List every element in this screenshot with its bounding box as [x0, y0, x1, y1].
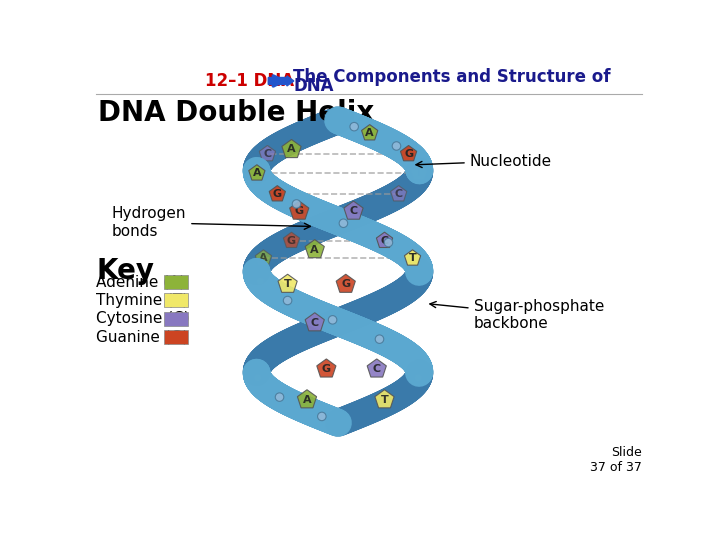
Circle shape	[413, 259, 419, 265]
Polygon shape	[336, 274, 356, 292]
Text: A: A	[302, 395, 311, 405]
Circle shape	[275, 393, 284, 401]
Polygon shape	[390, 186, 407, 201]
Circle shape	[318, 412, 326, 421]
FancyBboxPatch shape	[164, 330, 188, 345]
Circle shape	[392, 141, 401, 150]
Text: Guanine (G): Guanine (G)	[96, 330, 189, 345]
Polygon shape	[269, 186, 285, 201]
Circle shape	[408, 355, 415, 362]
Polygon shape	[411, 165, 427, 180]
Text: G: G	[287, 235, 296, 246]
Polygon shape	[297, 390, 317, 408]
Text: A: A	[253, 168, 261, 178]
Polygon shape	[377, 232, 392, 247]
Circle shape	[257, 278, 264, 285]
FancyBboxPatch shape	[164, 294, 188, 307]
Polygon shape	[375, 390, 394, 408]
Circle shape	[254, 374, 261, 381]
Circle shape	[384, 238, 392, 247]
Circle shape	[375, 335, 384, 343]
Circle shape	[254, 162, 261, 169]
Text: DNA Double Helix: DNA Double Helix	[98, 99, 374, 127]
Circle shape	[292, 200, 301, 208]
Text: G: G	[404, 149, 413, 159]
FancyArrow shape	[269, 76, 294, 86]
Text: C: C	[380, 235, 389, 246]
Text: A: A	[259, 253, 268, 264]
Polygon shape	[259, 145, 276, 161]
Text: T: T	[284, 279, 292, 289]
Text: T: T	[381, 395, 388, 405]
Polygon shape	[284, 232, 300, 247]
Polygon shape	[317, 359, 336, 377]
Circle shape	[261, 181, 268, 188]
FancyBboxPatch shape	[164, 275, 188, 289]
Text: The Components and Structure of: The Components and Structure of	[293, 68, 611, 86]
Text: Adenine (A): Adenine (A)	[96, 274, 186, 289]
Text: Key: Key	[96, 257, 154, 285]
Text: Sugar-phosphate
backbone: Sugar-phosphate backbone	[430, 299, 604, 331]
Polygon shape	[405, 250, 420, 265]
Polygon shape	[305, 313, 324, 331]
Text: C: C	[395, 189, 402, 199]
Polygon shape	[282, 139, 301, 158]
Polygon shape	[256, 250, 271, 265]
Circle shape	[283, 296, 292, 305]
Circle shape	[339, 219, 348, 227]
Polygon shape	[367, 359, 387, 377]
Text: C: C	[349, 206, 358, 216]
Circle shape	[350, 123, 359, 131]
Circle shape	[328, 315, 337, 324]
Text: C: C	[373, 364, 381, 374]
Text: DNA: DNA	[293, 77, 333, 96]
Text: Cytosine (C): Cytosine (C)	[96, 312, 190, 326]
Text: Slide
37 of 37: Slide 37 of 37	[590, 447, 642, 475]
Text: C: C	[311, 318, 319, 328]
Text: G: G	[273, 189, 282, 199]
Text: Thymine (T): Thymine (T)	[96, 293, 189, 308]
Circle shape	[415, 162, 422, 169]
Text: G: G	[322, 364, 331, 374]
Polygon shape	[361, 125, 378, 140]
Text: A: A	[365, 128, 374, 138]
Polygon shape	[344, 201, 363, 219]
Polygon shape	[400, 145, 417, 161]
Text: Hydrogen
bonds: Hydrogen bonds	[112, 206, 310, 239]
Text: G: G	[294, 206, 304, 216]
FancyBboxPatch shape	[164, 312, 188, 326]
Text: 12–1 DNA: 12–1 DNA	[204, 72, 294, 90]
Polygon shape	[305, 240, 324, 258]
Text: Nucleotide: Nucleotide	[416, 153, 552, 168]
Text: G: G	[341, 279, 351, 289]
Text: A: A	[287, 145, 296, 154]
Text: A: A	[310, 245, 319, 254]
Polygon shape	[249, 165, 265, 180]
Polygon shape	[278, 274, 297, 292]
Text: C: C	[264, 149, 271, 159]
Circle shape	[415, 374, 422, 381]
Text: T: T	[415, 168, 423, 178]
Polygon shape	[289, 201, 309, 219]
Text: T: T	[409, 253, 416, 264]
